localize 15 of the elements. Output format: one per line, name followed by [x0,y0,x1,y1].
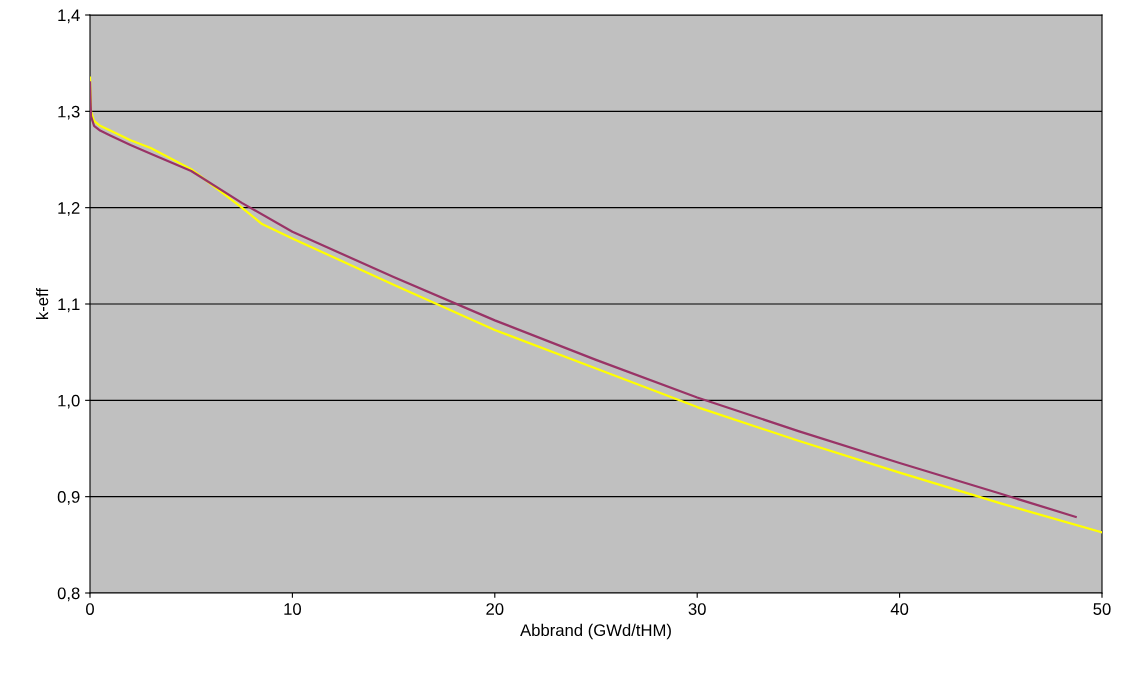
y-tick-label: 1,3 [58,105,80,120]
x-tick-label: 0 [86,603,94,615]
x-tick-label: 20 [486,603,504,615]
x-tick-label: 30 [688,603,706,615]
y-tick-label: 1,1 [58,298,80,313]
x-axis-title: Abbrand (GWd/tHM) [520,623,671,640]
x-tick-label: 40 [890,603,909,615]
y-tick-label: 1,4 [58,9,80,24]
y-tick-label: 1,2 [58,202,80,216]
x-tick-label: 50 [1093,603,1111,615]
y-tick-label: 0,8 [57,587,80,602]
x-tick-label: 10 [284,603,302,615]
y-axis-title: k-eff [36,287,49,319]
y-tick-label: 1,0 [58,394,80,409]
y-tick-label: 0,9 [57,491,80,505]
